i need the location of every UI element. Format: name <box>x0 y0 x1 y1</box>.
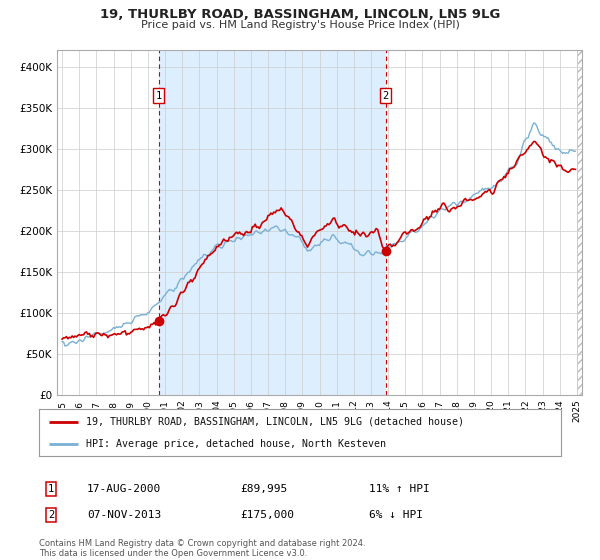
Text: Contains HM Land Registry data © Crown copyright and database right 2024.
This d: Contains HM Land Registry data © Crown c… <box>39 539 365 558</box>
Text: 17-AUG-2000: 17-AUG-2000 <box>87 484 161 494</box>
Text: 2: 2 <box>48 510 54 520</box>
Text: 19, THURLBY ROAD, BASSINGHAM, LINCOLN, LN5 9LG (detached house): 19, THURLBY ROAD, BASSINGHAM, LINCOLN, L… <box>86 417 464 427</box>
Text: 6% ↓ HPI: 6% ↓ HPI <box>369 510 423 520</box>
Text: 07-NOV-2013: 07-NOV-2013 <box>87 510 161 520</box>
Text: 2: 2 <box>382 91 389 100</box>
Bar <box>577 50 582 395</box>
Text: £175,000: £175,000 <box>240 510 294 520</box>
Text: 1: 1 <box>155 91 162 100</box>
Text: £89,995: £89,995 <box>240 484 287 494</box>
Text: 19, THURLBY ROAD, BASSINGHAM, LINCOLN, LN5 9LG: 19, THURLBY ROAD, BASSINGHAM, LINCOLN, L… <box>100 8 500 21</box>
Text: Price paid vs. HM Land Registry's House Price Index (HPI): Price paid vs. HM Land Registry's House … <box>140 20 460 30</box>
Bar <box>159 50 386 395</box>
Text: HPI: Average price, detached house, North Kesteven: HPI: Average price, detached house, Nort… <box>86 438 386 449</box>
Text: 11% ↑ HPI: 11% ↑ HPI <box>369 484 430 494</box>
Text: 1: 1 <box>48 484 54 494</box>
